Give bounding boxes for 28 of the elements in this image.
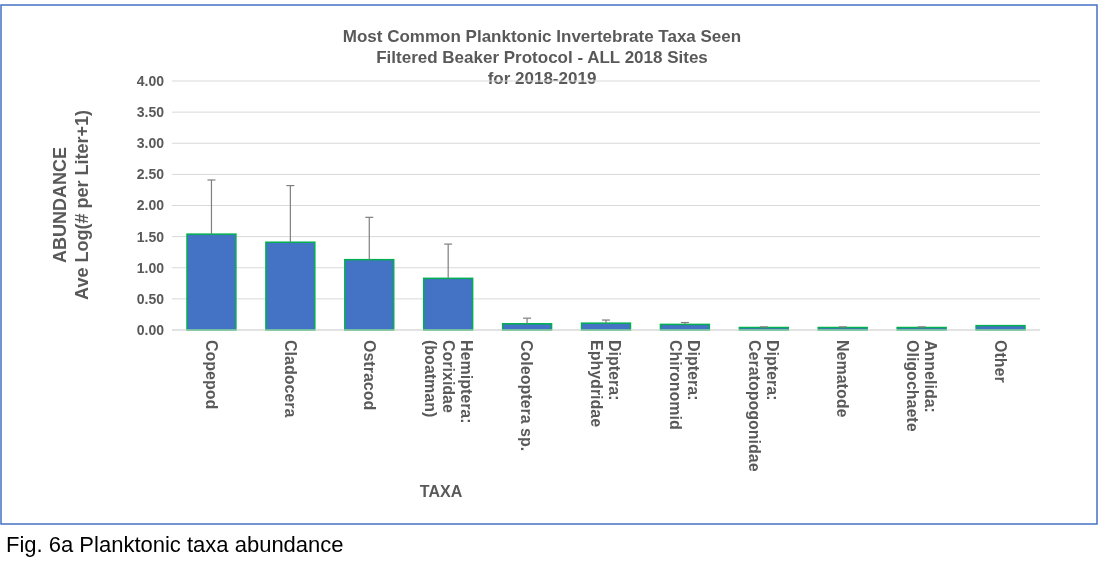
x-tick-label: Cladocera [281,340,299,418]
y-tick-label: 1.50 [136,228,165,245]
y-tick-label: 4.00 [136,72,165,89]
y-tick-label: 1.00 [136,259,165,276]
x-tick-label: Annelida: Oligochaete [904,340,940,432]
x-tick-label: Hemiptera: Corixidae (boatman) [421,340,475,424]
x-tick-label: Diptera: Chironomid [667,340,703,430]
x-tick-label: Copepod [202,340,220,410]
y-axis-title: ABUNDANCE Ave Log(# per Liter+1) [50,110,92,300]
x-axis-title: TAXA [419,483,463,500]
bar [265,241,316,331]
x-tick-label: Ostracod [360,340,378,411]
bar [344,258,395,331]
chart-title: Most Common Planktonic Invertebrate Taxa Seen Filtered Beaker Protocol - ALL 2018 Sites for 2018-2019 [342,27,742,88]
caption: Fig. 6a Planktonic taxa abundance [6,532,344,557]
x-tick-label: Nematode [834,340,852,418]
x-tick-label: Coleoptera sp. [518,340,536,452]
y-tick-label: 2.50 [136,166,165,183]
y-tick-label: 0.00 [136,321,165,338]
y-tick-label: 0.50 [136,290,165,307]
y-tick-label: 3.50 [136,104,165,121]
x-tick-label: Other [991,340,1009,383]
bar [186,233,237,331]
y-tick-label: 2.00 [136,197,165,214]
bar [422,277,474,331]
x-tick-label: Diptera: Ceratopogonidae [746,340,782,472]
y-tick-label: 3.00 [136,135,165,152]
x-tick-label: Diptera: Ephydridae [588,340,624,428]
